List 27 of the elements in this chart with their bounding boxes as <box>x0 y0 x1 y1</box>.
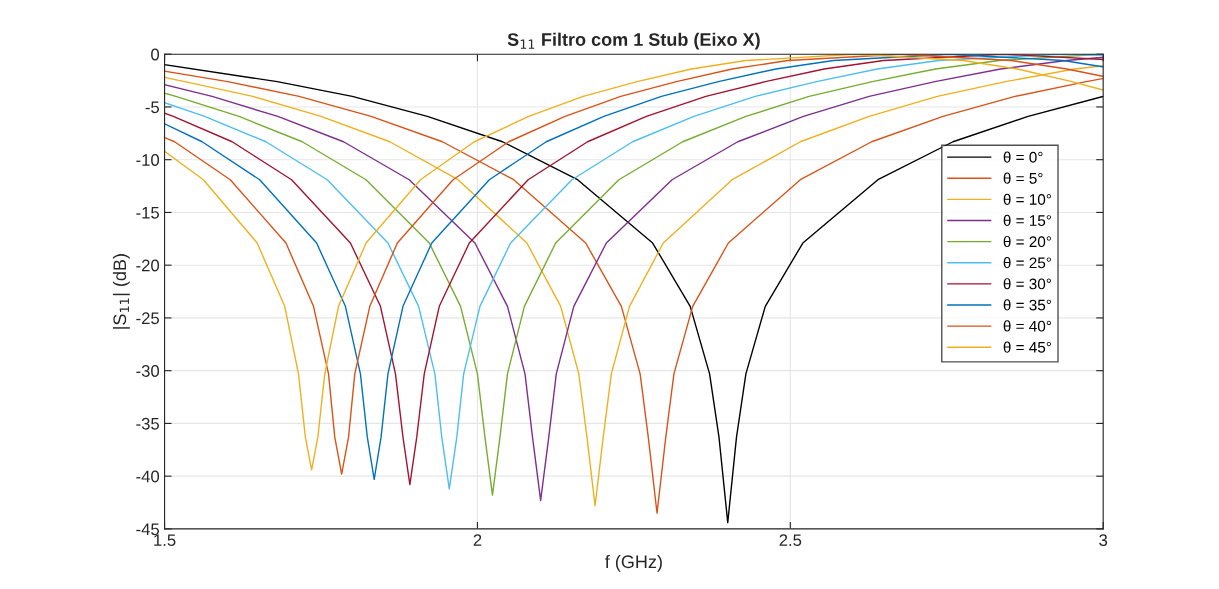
legend-label: θ = 45° <box>1003 341 1051 353</box>
chart-title: S$_{11}$ Filtro com 1 Stub (Eixo X) <box>507 32 760 50</box>
legend-label: θ = 25° <box>1003 257 1051 269</box>
x-tick-label: 1.5 <box>154 534 176 547</box>
y-tick-label: -40 <box>136 470 160 483</box>
legend-label: θ = 30° <box>1003 278 1051 290</box>
legend-label: θ = 15° <box>1003 214 1051 226</box>
y-tick-label: -5 <box>145 101 160 114</box>
y-tick-label: 0 <box>151 48 160 61</box>
legend-label: θ = 10° <box>1003 193 1051 205</box>
legend-label: θ = 0° <box>1003 151 1043 163</box>
y-tick-label: -30 <box>136 365 160 377</box>
legend-label: θ = 35° <box>1003 299 1051 311</box>
y-axis-title: |S$_{11}$| (dB) <box>112 254 130 329</box>
y-tick-label: -20 <box>136 259 160 272</box>
y-tick-label: -35 <box>136 417 160 430</box>
legend-label: θ = 40° <box>1003 320 1051 332</box>
x-tick-label: 2 <box>473 534 482 546</box>
legend-label: θ = 5° <box>1003 172 1043 184</box>
x-tick-label: 2.5 <box>779 534 802 547</box>
legend-label: θ = 20° <box>1003 235 1051 248</box>
x-axis-title: f (GHz) <box>605 554 662 572</box>
y-tick-label: -25 <box>136 312 160 325</box>
y-tick-label: -10 <box>136 154 160 166</box>
y-tick-label: -45 <box>136 523 160 536</box>
y-tick-label: -15 <box>136 207 160 219</box>
x-tick-label: 3 <box>1099 534 1108 547</box>
